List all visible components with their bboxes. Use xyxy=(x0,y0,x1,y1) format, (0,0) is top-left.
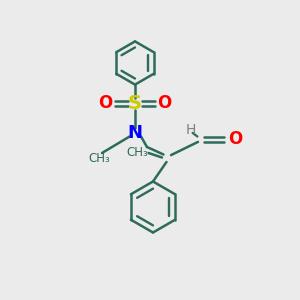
Text: S: S xyxy=(128,94,142,113)
Text: O: O xyxy=(157,94,172,112)
Text: H: H xyxy=(185,123,196,137)
Text: CH₃: CH₃ xyxy=(88,152,110,165)
Text: CH₃: CH₃ xyxy=(127,146,148,160)
Text: O: O xyxy=(228,130,242,148)
Text: O: O xyxy=(98,94,113,112)
Text: N: N xyxy=(128,124,142,142)
